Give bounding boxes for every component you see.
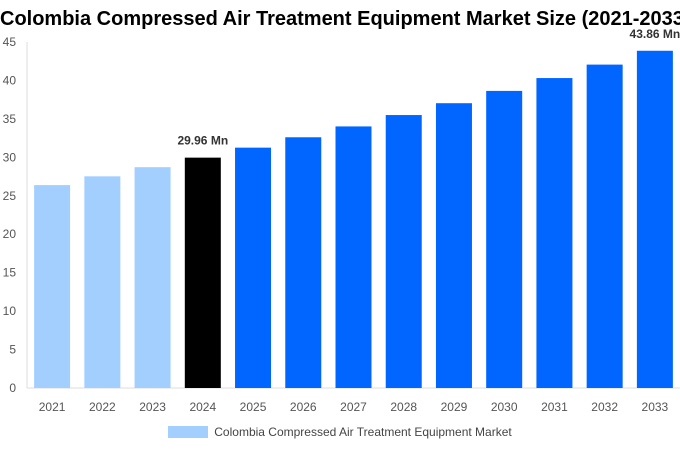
y-tick-label: 45	[3, 35, 17, 49]
x-tick-label: 2032	[591, 400, 618, 414]
x-tick-label: 2021	[39, 400, 66, 414]
y-tick-label: 20	[3, 227, 17, 241]
y-tick-label: 15	[3, 266, 17, 280]
data-label: 29.96 Mn	[177, 134, 228, 148]
y-tick-label: 25	[3, 189, 17, 203]
bar-2027	[335, 126, 372, 388]
y-tick-label: 5	[9, 343, 16, 357]
x-tick-label: 2028	[390, 400, 417, 414]
legend: Colombia Compressed Air Treatment Equipm…	[0, 425, 680, 439]
y-tick-label: 35	[3, 112, 17, 126]
x-tick-label: 2023	[139, 400, 166, 414]
bar-2024	[184, 157, 221, 388]
x-tick-label: 2030	[491, 400, 518, 414]
y-tick-label: 30	[3, 150, 17, 164]
bar-2032	[586, 64, 623, 388]
x-tick-label: 2027	[340, 400, 367, 414]
legend-swatch	[168, 426, 209, 438]
bar-2028	[385, 115, 422, 389]
bar-2026	[285, 137, 322, 388]
bar-2031	[536, 78, 573, 389]
x-tick-label: 2025	[240, 400, 267, 414]
y-tick-label: 0	[9, 381, 16, 395]
y-tick-label: 10	[3, 304, 17, 318]
x-tick-label: 2033	[642, 400, 669, 414]
bar-2033	[636, 50, 673, 389]
bar-2022	[84, 176, 121, 388]
x-tick-label: 2024	[189, 400, 216, 414]
bar-2023	[134, 167, 171, 388]
x-tick-label: 2031	[541, 400, 568, 414]
chart-title: Colombia Compressed Air Treatment Equipm…	[0, 8, 680, 30]
x-tick-label: 2029	[441, 400, 468, 414]
x-tick-label: 2026	[290, 400, 317, 414]
bar-2030	[486, 90, 523, 388]
bar-2021	[34, 185, 71, 388]
legend-label: Colombia Compressed Air Treatment Equipm…	[214, 425, 512, 439]
bar-2025	[235, 147, 272, 388]
data-label: 43.86 Mn	[630, 27, 680, 41]
y-tick-label: 40	[3, 73, 17, 87]
x-tick-label: 2022	[89, 400, 116, 414]
bar-2029	[435, 103, 472, 388]
